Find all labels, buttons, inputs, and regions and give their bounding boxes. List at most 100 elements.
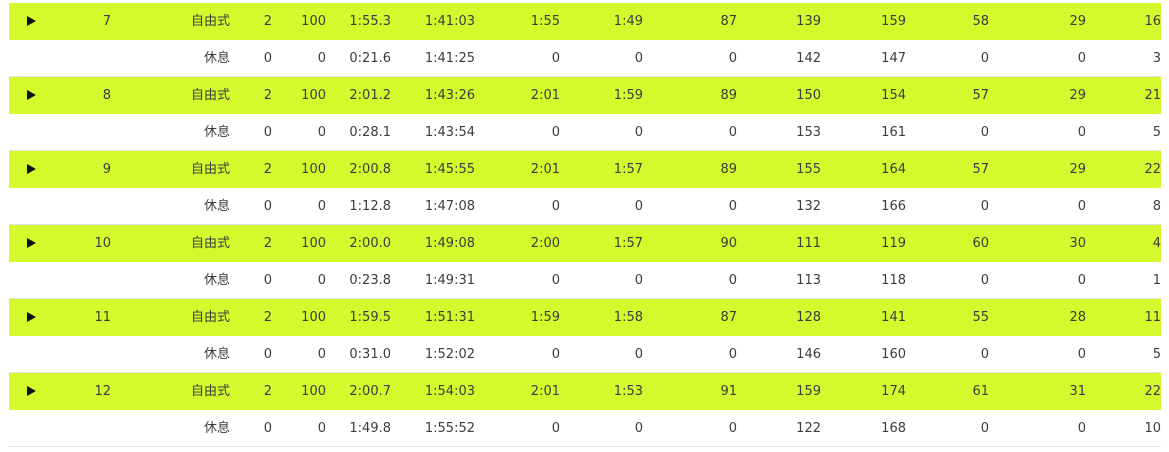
lap-row[interactable]: 8 自由式 2 100 2:01.2 1:43:26 2:01 1:59 89 150 154 57 2…: [9, 77, 1161, 114]
lap-row[interactable]: 11 自由式 2 100 1:59.5 1:51:31 1:59 1:58 87 128 141 55…: [9, 299, 1161, 336]
lap-time-cell: 1:55.3: [349, 14, 391, 29]
total-strokes-cell: 0: [1077, 273, 1086, 288]
stroke-rate-cell: 58: [972, 14, 989, 29]
lap-row[interactable]: 12 自由式 2 100 2:00.7 1:54:03 2:01 1:53 91 159 174 61…: [9, 373, 1161, 410]
calories-cell: 11: [1144, 310, 1161, 325]
swolf-cell: 87: [720, 14, 737, 29]
avg-pace-cell: 0: [551, 421, 560, 436]
stroke-rate-cell: 0: [980, 125, 989, 140]
calories-cell: 16: [1144, 14, 1161, 29]
stroke-type-cell: 休息: [203, 347, 230, 362]
cumulative-time-cell: 1:41:03: [424, 14, 475, 29]
calories-cell: 5: [1152, 125, 1161, 140]
distance-cell: 100: [301, 14, 326, 29]
stroke-count-cell: 2: [263, 384, 272, 399]
stroke-rate-cell: 0: [980, 51, 989, 66]
stroke-rate-cell: 57: [972, 88, 989, 103]
total-strokes-cell: 0: [1077, 51, 1086, 66]
max-heart-rate-cell: 164: [881, 162, 906, 177]
stroke-type-cell: 自由式: [190, 162, 230, 177]
stroke-type-cell: 自由式: [190, 384, 230, 399]
stroke-count-cell: 2: [263, 310, 272, 325]
avg-heart-rate-cell: 128: [796, 310, 821, 325]
total-strokes-cell: 29: [1069, 14, 1086, 29]
distance-cell: 0: [317, 51, 326, 66]
expand-row-icon[interactable]: [27, 386, 36, 396]
stroke-type-cell: 休息: [203, 125, 230, 140]
stroke-count-cell: 2: [263, 88, 272, 103]
stroke-count-cell: 2: [263, 236, 272, 251]
max-heart-rate-cell: 166: [881, 199, 906, 214]
max-heart-rate-cell: 168: [881, 421, 906, 436]
max-heart-rate-cell: 118: [881, 273, 906, 288]
stroke-type-cell: 自由式: [190, 88, 230, 103]
cumulative-time-cell: 1:45:55: [424, 162, 475, 177]
total-strokes-cell: 0: [1077, 199, 1086, 214]
total-strokes-cell: 29: [1069, 88, 1086, 103]
avg-heart-rate-cell: 142: [796, 51, 821, 66]
lap-time-cell: 1:12.8: [349, 199, 391, 214]
lap-time-cell: 0:23.8: [349, 273, 391, 288]
stroke-rate-cell: 0: [980, 199, 989, 214]
swolf-cell: 0: [728, 273, 737, 288]
avg-pace-cell: 0: [551, 347, 560, 362]
swolf-cell: 0: [728, 421, 737, 436]
distance-cell: 100: [301, 310, 326, 325]
rest-row: 休息 0 0 0:23.8 1:49:31 0 0 0 113 118 0 0 1: [9, 262, 1161, 299]
avg-heart-rate-cell: 159: [796, 384, 821, 399]
swolf-cell: 89: [720, 88, 737, 103]
rest-row: 休息 0 0 1:12.8 1:47:08 0 0 0 132 166 0 0 8: [9, 188, 1161, 225]
best-pace-cell: 0: [634, 51, 643, 66]
distance-cell: 100: [301, 384, 326, 399]
stroke-count-cell: 0: [263, 125, 272, 140]
lap-row[interactable]: 9 自由式 2 100 2:00.8 1:45:55 2:01 1:57 89 155 164 57 2…: [9, 151, 1161, 188]
swolf-cell: 91: [720, 384, 737, 399]
max-heart-rate-cell: 161: [881, 125, 906, 140]
lap-row[interactable]: 10 自由式 2 100 2:00.0 1:49:08 2:00 1:57 90 111 119 60…: [9, 225, 1161, 262]
avg-heart-rate-cell: 122: [796, 421, 821, 436]
stroke-rate-cell: 0: [980, 421, 989, 436]
cumulative-time-cell: 1:47:08: [424, 199, 475, 214]
stroke-count-cell: 2: [263, 14, 272, 29]
lap-time-cell: 0:31.0: [349, 347, 391, 362]
stroke-rate-cell: 61: [972, 384, 989, 399]
max-heart-rate-cell: 147: [881, 51, 906, 66]
avg-pace-cell: 0: [551, 51, 560, 66]
total-strokes-cell: 0: [1077, 125, 1086, 140]
distance-cell: 0: [317, 199, 326, 214]
avg-heart-rate-cell: 155: [796, 162, 821, 177]
max-heart-rate-cell: 159: [881, 14, 906, 29]
distance-cell: 0: [317, 125, 326, 140]
swolf-cell: 87: [720, 310, 737, 325]
stroke-count-cell: 0: [263, 51, 272, 66]
avg-pace-cell: 0: [551, 199, 560, 214]
stroke-count-cell: 0: [263, 421, 272, 436]
cumulative-time-cell: 1:43:54: [424, 125, 475, 140]
stroke-rate-cell: 0: [980, 273, 989, 288]
stroke-rate-cell: 0: [980, 347, 989, 362]
lap-row[interactable]: 7 自由式 2 100 1:55.3 1:41:03 1:55 1:49 87 139 159 58 2…: [9, 3, 1161, 40]
stroke-rate-cell: 60: [972, 236, 989, 251]
calories-cell: 8: [1152, 199, 1161, 214]
avg-heart-rate-cell: 139: [796, 14, 821, 29]
distance-cell: 100: [301, 236, 326, 251]
expand-row-icon[interactable]: [27, 238, 36, 248]
stroke-type-cell: 自由式: [190, 236, 230, 251]
calories-cell: 22: [1144, 384, 1161, 399]
swolf-cell: 0: [728, 199, 737, 214]
expand-row-icon[interactable]: [27, 16, 36, 26]
best-pace-cell: 0: [634, 199, 643, 214]
distance-cell: 0: [317, 347, 326, 362]
best-pace-cell: 1:59: [613, 88, 643, 103]
lap-number-cell: 7: [102, 14, 111, 29]
lap-number-cell: 12: [94, 384, 111, 399]
expand-row-icon[interactable]: [27, 164, 36, 174]
expand-row-icon[interactable]: [27, 90, 36, 100]
calories-cell: 22: [1144, 162, 1161, 177]
max-heart-rate-cell: 174: [881, 384, 906, 399]
stroke-count-cell: 2: [263, 162, 272, 177]
calories-cell: 1: [1152, 273, 1161, 288]
avg-pace-cell: 0: [551, 273, 560, 288]
expand-row-icon[interactable]: [27, 312, 36, 322]
lap-time-cell: 2:00.0: [349, 236, 391, 251]
